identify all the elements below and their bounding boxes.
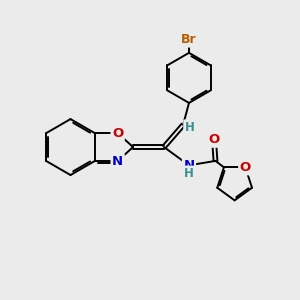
- Text: H: H: [184, 121, 194, 134]
- Text: O: O: [240, 161, 251, 174]
- Text: N: N: [112, 154, 123, 167]
- Text: O: O: [208, 133, 220, 146]
- Text: H: H: [184, 167, 193, 180]
- Text: O: O: [112, 127, 123, 140]
- Text: Br: Br: [181, 33, 197, 46]
- Text: N: N: [183, 159, 195, 172]
